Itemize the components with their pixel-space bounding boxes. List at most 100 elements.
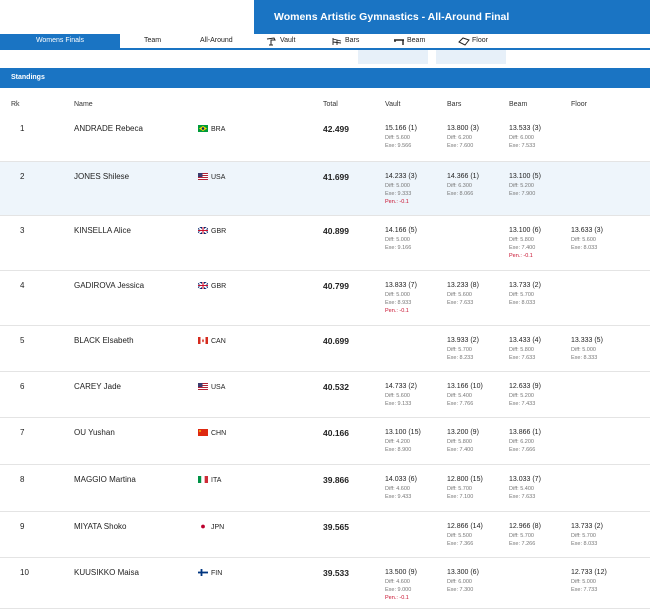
table-row[interactable]: 3 KINSELLA Alice GBR 40.899 14.166 (5) Diff: … [0, 216, 650, 271]
beam-score: 13.433 (4) [509, 337, 541, 344]
table-row[interactable]: 6 CAREY Jade USA 40.532 14.733 (2) Diff: 5.60… [0, 372, 650, 418]
country-code: CAN [211, 338, 226, 345]
table-row[interactable]: 9 MIYATA Shoko JPN 39.565 12.866 (14) Diff: 5… [0, 512, 650, 558]
beam-cell: 13.533 (3) Diff: 6.000 Exe: 7.533 [509, 124, 541, 150]
tab-beam[interactable]: Beam [393, 34, 425, 48]
vault-execution: Exe: 9.333 [385, 190, 412, 197]
country: GBR [198, 282, 226, 291]
vault-icon [266, 36, 276, 45]
athlete-name[interactable]: OU Yushan [74, 428, 115, 437]
athlete-name[interactable]: MAGGIO Martina [74, 475, 136, 484]
column-total: Total [323, 101, 338, 108]
bars-difficulty: Diff: 5.800 [447, 438, 472, 445]
rank: 10 [20, 568, 29, 577]
beam-icon [394, 38, 404, 45]
beam-score: 13.100 (6) [509, 227, 541, 234]
bars-score: 14.366 (1) [447, 173, 479, 180]
country-code: ITA [211, 477, 222, 484]
beam-cell: 12.966 (8) Diff: 5.700 Exe: 7.266 [509, 522, 541, 548]
athlete-name[interactable]: KUUSIKKO Maisa [74, 568, 139, 577]
vault-difficulty: Diff: 5.000 [385, 291, 410, 298]
table-row[interactable]: 1 ANDRADE Rebeca BRA 42.499 15.166 (1) Diff: … [0, 114, 650, 162]
vault-execution: Exe: 9.566 [385, 142, 412, 149]
beam-execution: Exe: 7.533 [509, 142, 536, 149]
bars-difficulty: Diff: 5.700 [447, 485, 472, 492]
flag-icon [198, 173, 211, 182]
total-score: 40.699 [323, 336, 349, 346]
bars-difficulty: Diff: 5.600 [447, 291, 472, 298]
total-score: 41.699 [323, 172, 349, 182]
bars-score: 13.300 (6) [447, 569, 479, 576]
floor-execution: Exe: 8.333 [571, 354, 598, 361]
standings-header: Standings [0, 68, 650, 88]
floor-difficulty: Diff: 5.700 [571, 532, 596, 539]
bars-difficulty: Diff: 6.000 [447, 578, 472, 585]
vault-score: 14.233 (3) [385, 173, 417, 180]
tab-all-around[interactable]: All-Around [200, 34, 233, 48]
vault-difficulty: Diff: 5.600 [385, 134, 410, 141]
flag-icon [198, 383, 211, 392]
flag-icon [198, 429, 211, 438]
total-score: 40.899 [323, 226, 349, 236]
table-row[interactable]: 7 OU Yushan CHN 40.166 13.100 (15) Diff: 4.20… [0, 418, 650, 465]
total-score: 40.532 [323, 382, 349, 392]
vault-score: 14.733 (2) [385, 383, 417, 390]
table-row[interactable]: 10 KUUSIKKO Maisa FIN 39.533 13.500 (9) Diff:… [0, 558, 650, 609]
country-code: CHN [211, 430, 227, 437]
vault-penalty: Pen.: -0.1 [385, 198, 409, 205]
tab-vault[interactable]: Vault [266, 34, 295, 48]
vault-score: 13.100 (15) [385, 429, 421, 436]
bars-score: 12.800 (15) [447, 476, 483, 483]
total-score: 39.565 [323, 522, 349, 532]
rank: 1 [20, 124, 25, 133]
tab-floor[interactable]: Floor [458, 34, 488, 48]
country-code: FIN [211, 570, 223, 577]
country-code: BRA [211, 126, 226, 133]
athlete-name[interactable]: ANDRADE Rebeca [74, 124, 143, 133]
table-row[interactable]: 5 BLACK Elsabeth CAN 40.699 13.933 (2) Diff: … [0, 326, 650, 372]
athlete-name[interactable]: KINSELLA Alice [74, 226, 131, 235]
athlete-name[interactable]: CAREY Jade [74, 382, 121, 391]
vault-difficulty: Diff: 5.000 [385, 236, 410, 243]
tab-bars[interactable]: Bars [331, 34, 359, 48]
beam-difficulty: Diff: 5.400 [509, 485, 534, 492]
tab-team[interactable]: Team [144, 34, 161, 48]
vault-cell: 13.500 (9) Diff: 4.600 Exe: 9.000 Pen.: -0.… [385, 568, 417, 602]
floor-cell: 13.333 (5) Diff: 5.000 Exe: 8.333 [571, 336, 603, 362]
rank: 5 [20, 336, 25, 345]
column-floor: Floor [571, 101, 587, 108]
floor-execution: Exe: 8.033 [571, 244, 598, 251]
beam-difficulty: Diff: 5.800 [509, 236, 534, 243]
table-row[interactable]: 8 MAGGIO Martina ITA 39.866 14.033 (6) Diff: … [0, 465, 650, 512]
bars-score: 13.800 (3) [447, 125, 479, 132]
beam-cell: 13.033 (7) Diff: 5.400 Exe: 7.633 [509, 475, 541, 501]
vault-cell: 14.733 (2) Diff: 5.600 Exe: 9.133 [385, 382, 417, 408]
country: USA [198, 173, 225, 182]
bars-cell: 13.933 (2) Diff: 5.700 Exe: 8.233 [447, 336, 479, 362]
bars-cell: 13.166 (10) Diff: 5.400 Exe: 7.766 [447, 382, 483, 408]
beam-score: 13.100 (5) [509, 173, 541, 180]
beam-difficulty: Diff: 6.200 [509, 438, 534, 445]
beam-score: 12.966 (8) [509, 523, 541, 530]
athlete-name[interactable]: BLACK Elsabeth [74, 336, 134, 345]
rank: 4 [20, 281, 25, 290]
floor-cell: 13.733 (2) Diff: 5.700 Exe: 8.033 [571, 522, 603, 548]
vault-score: 15.166 (1) [385, 125, 417, 132]
vault-penalty: Pen.: -0.1 [385, 594, 409, 601]
tab-womens-finals[interactable]: Womens Finals [0, 34, 120, 48]
rank: 9 [20, 522, 25, 531]
floor-execution: Exe: 7.733 [571, 586, 598, 593]
bars-execution: Exe: 7.633 [447, 299, 474, 306]
athlete-name[interactable]: MIYATA Shoko [74, 522, 127, 531]
bars-cell: 12.800 (15) Diff: 5.700 Exe: 7.100 [447, 475, 483, 501]
athlete-name[interactable]: GADIROVA Jessica [74, 281, 145, 290]
athlete-name[interactable]: JONES Shilese [74, 172, 130, 181]
table-row[interactable]: 4 GADIROVA Jessica GBR 40.799 13.833 (7) Diff… [0, 271, 650, 326]
floor-execution: Exe: 8.033 [571, 540, 598, 547]
bars-score: 13.166 (10) [447, 383, 483, 390]
bars-icon [332, 37, 342, 45]
bars-cell: 13.233 (8) Diff: 5.600 Exe: 7.633 [447, 281, 479, 307]
tab-label: All-Around [200, 37, 233, 44]
table-row[interactable]: 2 JONES Shilese USA 41.699 14.233 (3) Diff: 5… [0, 162, 650, 216]
bars-score: 12.866 (14) [447, 523, 483, 530]
